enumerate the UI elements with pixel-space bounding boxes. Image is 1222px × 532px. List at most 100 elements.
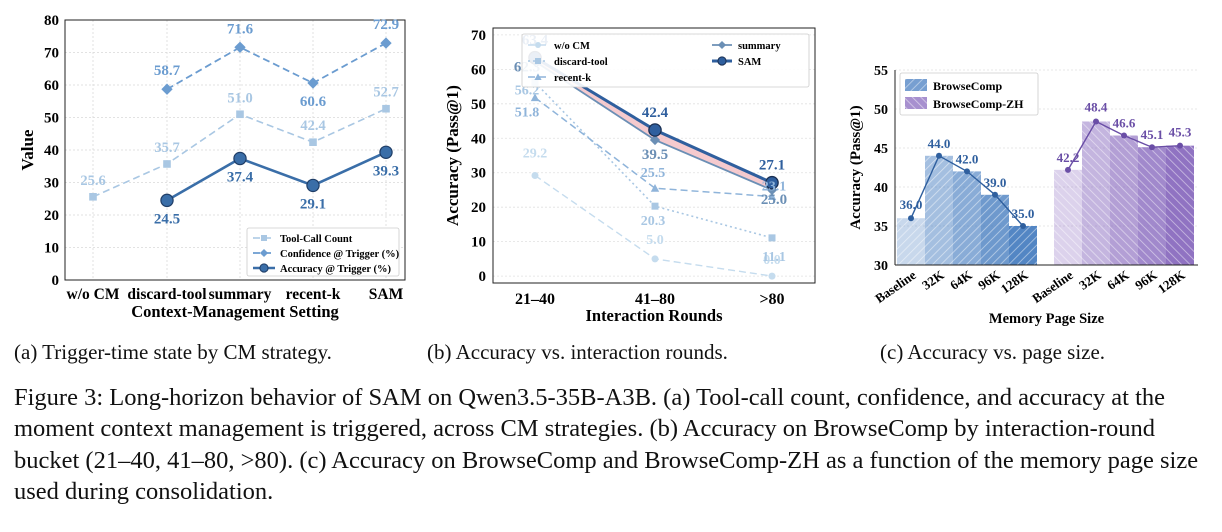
x-tick-label: 32K	[1076, 267, 1104, 293]
data-label: 39.3	[373, 163, 399, 179]
legend-marker	[535, 42, 541, 48]
data-point	[964, 168, 970, 175]
data-point	[649, 124, 661, 136]
x-tick-label: 64K	[947, 267, 975, 293]
data-label: 29.2	[523, 146, 548, 161]
x-tick-label: 64K	[1104, 267, 1132, 293]
x-tick-label: recent-k	[286, 286, 341, 303]
data-point	[236, 110, 244, 119]
x-tick-label: 128K	[1155, 267, 1189, 297]
data-label: 20.3	[641, 214, 666, 229]
data-point	[1177, 142, 1183, 149]
legend-marker	[260, 264, 268, 272]
data-label: 35.7	[154, 140, 179, 156]
data-label: 45.1	[1141, 127, 1164, 142]
data-point	[89, 193, 97, 201]
legend-marker	[534, 73, 542, 80]
data-point	[530, 93, 540, 102]
chart-c: 30 35 40 45 50 55 Accuracy (Pass@1) Memory Page…	[848, 64, 1198, 327]
data-label: 23.1	[762, 180, 787, 195]
y-tick-label: 0	[479, 269, 487, 285]
subcaption-c: (c) Accuracy vs. page size.	[880, 340, 1106, 364]
data-label: 71.6	[227, 21, 254, 37]
x-tick-label: 128K	[998, 267, 1032, 297]
legend-label: BrowseComp-ZH	[933, 97, 1024, 111]
x-tick-label: Baseline	[1029, 267, 1076, 306]
legend-label: Accuracy @ Trigger (%)	[280, 264, 391, 275]
legend-label: recent-k	[554, 73, 591, 84]
data-label: 52.7	[373, 85, 398, 101]
x-tick-label: w/o CM	[67, 286, 120, 303]
data-label: 60.6	[300, 94, 327, 110]
data-label: 35.0	[1012, 206, 1035, 221]
data-point	[380, 37, 392, 49]
subcaption-b: (b) Accuracy vs. interaction rounds.	[427, 340, 728, 364]
chart-a: 0 10 20 30 40 50 60 70 80 w/o CM discard-tool summa…	[18, 13, 406, 321]
data-label: 25.5	[641, 166, 666, 181]
bar-hatch	[925, 155, 953, 265]
x-axis-title: Interaction Rounds	[585, 306, 723, 325]
legend-marker	[261, 235, 267, 241]
chart-b: 0 10 20 30 40 50 60 70 21–40 41–80 >80 Interaction …	[443, 27, 816, 325]
x-tick-label: summary	[209, 286, 272, 303]
legend-label: summary	[738, 41, 781, 52]
legend-box	[521, 33, 810, 88]
data-label: 42.4	[642, 105, 669, 121]
legend-label: Tool-Call Count	[280, 234, 353, 245]
y-axis-title: Accuracy (Pass@1)	[443, 85, 462, 226]
y-axis-title: Accuracy (Pass@1)	[848, 105, 864, 229]
series-line	[166, 42, 387, 91]
data-point	[1093, 118, 1099, 125]
subcaption-a: (a) Trigger-time state by CM strategy.	[14, 340, 332, 364]
data-point	[651, 255, 659, 263]
data-point	[768, 272, 776, 280]
plot-frame	[64, 19, 406, 281]
data-point	[992, 191, 998, 198]
y-tick-label: 70	[471, 28, 486, 44]
x-axis-title: Context-Management Setting	[131, 302, 339, 321]
y-tick-label: 30	[471, 166, 486, 182]
data-label: 42.2	[1057, 150, 1080, 165]
y-tick-label: 40	[44, 143, 59, 159]
data-label: 58.7	[154, 63, 181, 79]
data-label: 44.0	[928, 136, 951, 151]
x-tick-label: 96K	[1132, 267, 1160, 293]
y-tick-label: 40	[471, 131, 486, 147]
data-label: 51.8	[515, 106, 540, 121]
y-tick-label: 35	[874, 220, 888, 235]
y-tick-label: 60	[44, 78, 59, 94]
data-point	[307, 77, 319, 89]
data-point	[767, 192, 777, 201]
data-point	[307, 179, 319, 191]
legend-marker	[259, 248, 269, 258]
data-label: 11.1	[762, 250, 786, 265]
data-point	[651, 202, 659, 210]
legend-label: SAM	[738, 57, 761, 68]
data-point	[382, 104, 390, 113]
data-point	[1020, 223, 1026, 229]
legend-marker	[717, 40, 727, 50]
data-label: 48.4	[1085, 99, 1108, 114]
bar-hatch	[897, 218, 925, 265]
y-tick-label: 10	[44, 241, 59, 257]
data-point	[936, 152, 942, 159]
bar-hatch	[1009, 226, 1037, 265]
data-label: 39.5	[642, 147, 668, 163]
data-point	[531, 171, 539, 179]
data-label: 25.6	[80, 173, 105, 189]
legend-label: Confidence @ Trigger (%)	[280, 249, 400, 260]
data-label: 29.1	[300, 196, 326, 212]
figure-row: 0 10 20 30 40 50 60 70 80 w/o CM discard-tool summa…	[18, 13, 1198, 327]
data-point	[163, 160, 171, 168]
data-label: 27.1	[759, 158, 785, 174]
bar-hatch	[1082, 121, 1110, 265]
data-label: 25.0	[761, 192, 787, 208]
legend-marker	[535, 58, 541, 64]
plot-frame	[492, 27, 816, 284]
data-point	[380, 146, 392, 158]
series-line	[534, 97, 773, 198]
data-label: 5.0	[646, 233, 664, 248]
data-label: 42.4	[300, 118, 325, 134]
x-tick-label: 21–40	[515, 291, 555, 308]
